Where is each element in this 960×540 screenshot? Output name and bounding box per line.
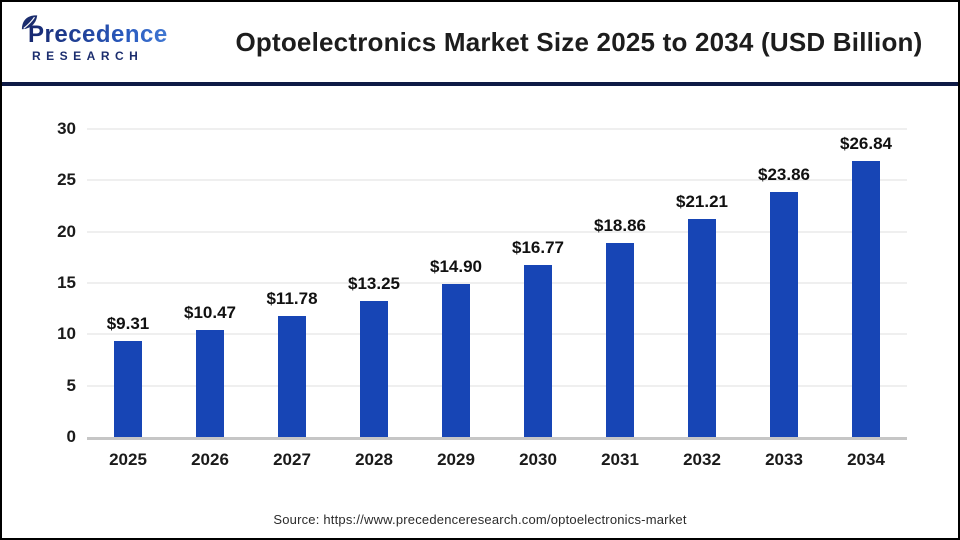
bar [278, 316, 306, 437]
bar-column: $9.31 2025 [87, 129, 169, 469]
bar-value-label: $16.77 [512, 237, 564, 257]
plot-area: $9.31 2025 $10.47 2026 $11.78 2027 $13.25 2028 $… [87, 129, 907, 469]
bar-column: $26.84 2034 [825, 129, 907, 469]
x-axis-tick-label: 2025 [109, 450, 147, 469]
page-title: Optoelectronics Market Size 2025 to 2034… [235, 26, 923, 57]
bar-column: $13.25 2028 [333, 129, 415, 469]
bar-value-label: $18.86 [594, 216, 646, 236]
y-axis-tick-label: 5 [66, 375, 76, 395]
bar-column: $23.86 2033 [743, 129, 825, 469]
header: Precedence RESEARCH Optoelectronics Mark… [2, 2, 958, 86]
bar-value-label: $26.84 [840, 134, 892, 154]
bar [606, 243, 634, 437]
bar-value-label: $21.21 [676, 192, 728, 212]
y-axis-tick-label: 25 [57, 170, 76, 190]
bar [360, 300, 388, 437]
gridline [87, 282, 907, 284]
x-axis-tick-label: 2027 [273, 450, 311, 469]
bar-value-label: $10.47 [184, 302, 236, 322]
x-axis-tick-label: 2032 [683, 450, 721, 469]
bar-column: $18.86 2031 [579, 129, 661, 469]
bar-value-label: $9.31 [106, 314, 150, 334]
leaf-icon [21, 14, 38, 29]
bar-value-label: $23.86 [758, 165, 810, 185]
x-axis-tick-label: 2033 [765, 450, 803, 469]
bar [770, 192, 798, 437]
gridline [87, 128, 907, 130]
x-axis-tick-label: 2026 [191, 450, 229, 469]
x-axis-tick-label: 2029 [437, 450, 475, 469]
x-axis-tick-label: 2030 [519, 450, 557, 469]
bar [442, 284, 470, 437]
y-axis-tick-label: 20 [57, 221, 76, 241]
x-axis-tick-label: 2031 [601, 450, 639, 469]
bar-value-label: $13.25 [348, 273, 400, 293]
bar [114, 341, 142, 437]
gridline [87, 384, 907, 387]
gridline [87, 179, 907, 182]
x-axis-tick-label: 2034 [847, 450, 885, 469]
bar [688, 219, 716, 437]
y-axis-tick-label: 0 [66, 427, 76, 446]
bar-column: $16.77 2030 [497, 129, 579, 469]
y-axis-tick-label: 10 [57, 324, 76, 344]
x-axis-tick-label: 2028 [355, 450, 393, 469]
bar-value-label: $14.90 [430, 257, 482, 277]
source-citation: Source: https://www.precedenceresearch.c… [273, 512, 687, 527]
gridline [87, 333, 907, 336]
gridline [87, 230, 907, 233]
bar-column: $21.21 2032 [661, 129, 743, 469]
bar-chart: $9.31 2025 $10.47 2026 $11.78 2027 $13.25 2028 $… [57, 119, 907, 469]
bar [196, 329, 224, 437]
bar-column: $14.90 2029 [415, 129, 497, 469]
y-axis-tick-label: 15 [57, 273, 76, 292]
brand-name: Precedence [24, 22, 214, 47]
bar-column: $11.78 2027 [251, 129, 333, 469]
brand-logo: Precedence RESEARCH [21, 14, 214, 62]
bar [524, 264, 552, 437]
bar-column: $10.47 2026 [169, 129, 251, 469]
brand-subname: RESEARCH [24, 50, 214, 62]
bar-value-label: $11.78 [266, 289, 318, 309]
bar [852, 161, 880, 437]
y-axis-tick-label: 30 [57, 119, 76, 138]
